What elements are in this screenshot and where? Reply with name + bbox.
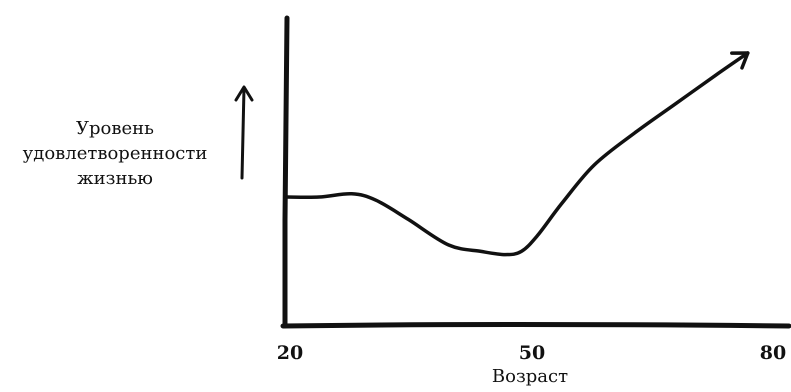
satisfaction-curve bbox=[285, 51, 750, 257]
y-axis-label-line: жизнью bbox=[77, 168, 153, 189]
y-axis-label: Уровень удовлетворенности жизнью bbox=[0, 116, 230, 191]
x-tick-label: 20 bbox=[276, 342, 304, 364]
y-axis-label-line: удовлетворенности bbox=[22, 143, 208, 164]
y-axis-label-line: Уровень bbox=[76, 118, 154, 139]
x-axis-line bbox=[280, 322, 791, 329]
x-tick-label: 50 bbox=[518, 342, 546, 364]
y-axis-line bbox=[282, 15, 290, 329]
x-axis-label: Возраст bbox=[491, 366, 569, 387]
curve-arrowhead-icon bbox=[730, 51, 750, 70]
x-tick-label: 80 bbox=[759, 342, 787, 364]
up-arrow-icon bbox=[234, 85, 254, 180]
